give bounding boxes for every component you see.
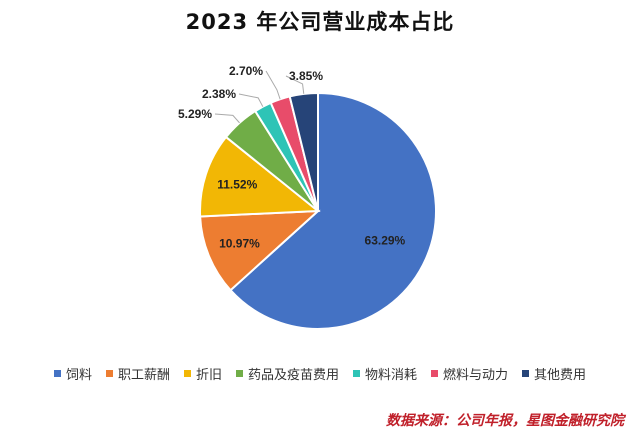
leader-line-5	[265, 70, 281, 100]
legend-swatch	[353, 370, 360, 377]
legend-item-3: 药品及疫苗费用	[235, 364, 339, 383]
legend-item-5: 燃料与动力	[431, 364, 508, 383]
pie-slice-2	[199, 135, 321, 218]
chart-title: 2023 年公司营业成本占比	[185, 10, 455, 34]
legend-label: 药品及疫苗费用	[247, 368, 339, 383]
legend-label: 职工薪酬	[117, 368, 170, 383]
legend-swatch	[235, 370, 243, 377]
pie-value-label-4: 2.38%	[202, 87, 236, 101]
legend-swatch	[105, 370, 113, 377]
pie-labels: 63.29% 10.97% 11.52% 5.29% 2.38% 2.70% 3.85%	[178, 64, 406, 250]
legend-item-2: 折旧	[183, 364, 222, 383]
legend-label: 饲料	[65, 368, 92, 383]
pie-value-label-3: 5.29%	[178, 107, 212, 121]
legend-label: 折旧	[195, 368, 222, 383]
chart-legend: 饲料 职工薪酬 折旧 药品及疫苗费用 物料消耗 燃料与动力 其他费用	[0, 364, 640, 383]
legend-swatch	[53, 370, 61, 377]
leader-line-6	[285, 75, 305, 94]
legend-item-6: 其他费用	[522, 364, 586, 383]
legend-item-4: 物料消耗	[353, 364, 417, 383]
pie-value-label-6: 3.85%	[289, 69, 323, 83]
source-note: 数据来源：公司年报，星图金融研究院	[386, 413, 624, 429]
pie-value-label-1: 10.97%	[219, 236, 260, 250]
pie-value-label-5: 2.70%	[229, 64, 263, 78]
legend-swatch	[431, 370, 439, 377]
pie-slice-0	[229, 91, 437, 330]
leader-line-4	[238, 93, 264, 107]
legend-swatch	[183, 370, 191, 377]
legend-label: 物料消耗	[365, 368, 418, 383]
legend-label: 其他费用	[534, 368, 587, 383]
pie-slice-1	[199, 209, 321, 292]
legend-item-0: 饲料	[53, 364, 92, 383]
pie-slices	[199, 91, 437, 330]
legend-label: 燃料与动力	[443, 368, 509, 383]
legend-item-1: 职工薪酬	[105, 364, 170, 383]
legend-swatch	[522, 370, 530, 377]
leader-line-3	[214, 113, 240, 124]
pie-value-label-2: 11.52%	[217, 178, 257, 192]
pie-value-label-0: 63.29%	[365, 234, 406, 248]
